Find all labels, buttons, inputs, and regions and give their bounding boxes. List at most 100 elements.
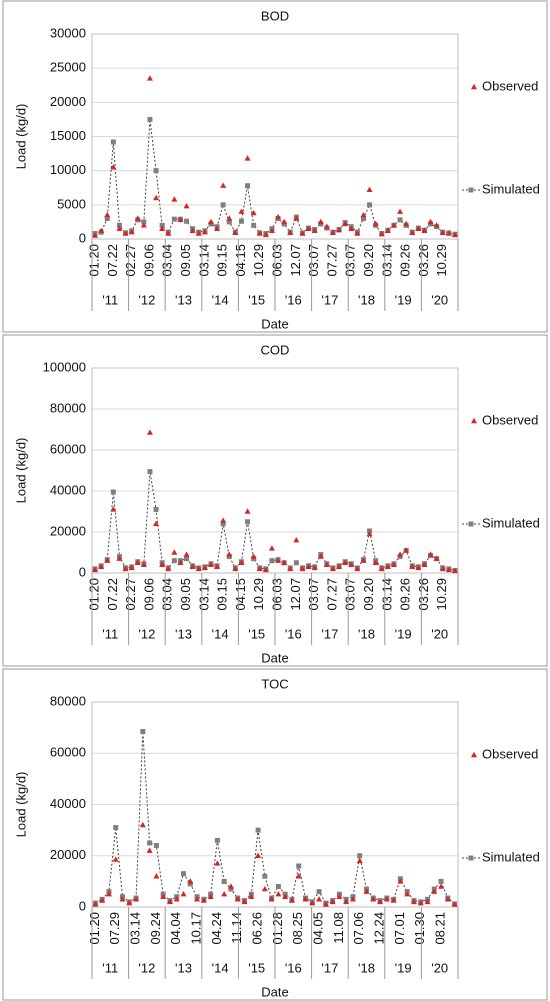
data-point bbox=[147, 116, 153, 122]
x-axis-label: Date bbox=[261, 984, 288, 999]
data-point bbox=[207, 561, 214, 567]
y-tick-label: 30000 bbox=[50, 25, 86, 40]
x-tick-label: 04.24 bbox=[209, 912, 224, 945]
group-label: '18 bbox=[358, 960, 375, 975]
data-point bbox=[268, 896, 275, 902]
x-tick-label: 01.20 bbox=[87, 912, 102, 945]
group-label: '18 bbox=[358, 292, 375, 307]
data-point bbox=[250, 209, 257, 216]
group-label: '15 bbox=[248, 960, 265, 975]
data-point bbox=[122, 565, 129, 572]
group-label: '20 bbox=[431, 626, 448, 641]
data-point bbox=[370, 896, 377, 902]
y-tick-label: 100000 bbox=[43, 359, 86, 374]
data-point bbox=[140, 728, 146, 734]
x-tick-label: 08.25 bbox=[290, 912, 305, 945]
y-tick-label: 0 bbox=[79, 230, 86, 245]
group-label: '11 bbox=[102, 292, 118, 307]
data-point bbox=[116, 222, 122, 228]
data-point bbox=[305, 563, 312, 570]
data-point bbox=[445, 230, 452, 236]
group-label: '12 bbox=[138, 292, 155, 307]
y-tick-label: 20000 bbox=[50, 847, 86, 862]
data-point bbox=[336, 563, 343, 570]
data-point bbox=[293, 215, 300, 221]
y-tick-label: 60000 bbox=[50, 745, 86, 760]
y-tick-label: 25000 bbox=[50, 60, 86, 75]
data-point bbox=[147, 840, 153, 846]
data-point bbox=[390, 561, 397, 567]
group-label: '11 bbox=[102, 626, 118, 641]
data-point bbox=[403, 547, 410, 553]
y-axis-label: Load (kg/d) bbox=[13, 104, 28, 170]
group-label: '17 bbox=[321, 626, 338, 641]
legend-marker bbox=[471, 83, 477, 90]
data-point bbox=[377, 898, 384, 905]
x-tick-label: 07.27 bbox=[324, 244, 339, 277]
x-tick-label: 07.22 bbox=[105, 578, 120, 611]
x-tick-label: 12.07 bbox=[288, 244, 303, 277]
data-point bbox=[105, 890, 112, 897]
data-point bbox=[438, 883, 445, 889]
group-label: '15 bbox=[248, 292, 265, 307]
group-label: '17 bbox=[321, 292, 338, 307]
data-point bbox=[189, 227, 196, 233]
data-point bbox=[421, 561, 428, 567]
x-tick-label: 08.21 bbox=[432, 912, 447, 945]
x-tick-label: 04.15 bbox=[233, 244, 248, 277]
x-tick-label: 06.03 bbox=[269, 578, 284, 611]
chart-panel: BOD 0 5000 10000 15000 20000 25000 30000 Load (k… bbox=[2, 0, 548, 333]
data-point bbox=[180, 890, 187, 897]
x-tick-label: 12.24 bbox=[371, 912, 386, 945]
data-point bbox=[214, 837, 220, 843]
y-tick-label: 5000 bbox=[57, 196, 86, 211]
x-tick-label: 11.14 bbox=[229, 912, 244, 944]
data-point bbox=[165, 230, 172, 236]
x-tick-label: 09.26 bbox=[398, 244, 413, 277]
group-label: '16 bbox=[285, 626, 302, 641]
data-point bbox=[238, 559, 245, 565]
group-label: '13 bbox=[175, 292, 192, 307]
x-tick-label: 09.06 bbox=[141, 244, 156, 277]
data-point bbox=[378, 565, 385, 572]
data-point bbox=[299, 230, 306, 236]
data-point bbox=[159, 561, 166, 567]
data-point bbox=[146, 429, 153, 435]
x-tick-label: 09.15 bbox=[215, 578, 230, 611]
data-point bbox=[269, 558, 275, 564]
group-label: '20 bbox=[431, 960, 448, 975]
data-point bbox=[390, 222, 397, 228]
data-point bbox=[128, 228, 135, 235]
data-point bbox=[384, 227, 391, 233]
x-tick-label: 10.29 bbox=[434, 244, 449, 277]
data-point bbox=[245, 183, 251, 189]
data-point bbox=[159, 222, 165, 228]
data-point bbox=[439, 565, 446, 572]
data-point bbox=[372, 559, 379, 565]
data-point bbox=[360, 557, 367, 563]
group-label: '12 bbox=[138, 960, 155, 975]
y-axis-label: Load (kg/d) bbox=[13, 438, 28, 504]
chart-title: TOC bbox=[261, 676, 288, 691]
data-point bbox=[214, 860, 221, 866]
data-point bbox=[444, 896, 451, 902]
data-point bbox=[415, 564, 422, 571]
legend-marker bbox=[468, 521, 474, 527]
data-point bbox=[171, 196, 178, 202]
data-point bbox=[177, 216, 184, 223]
x-tick-label: 07.29 bbox=[107, 912, 122, 945]
data-point bbox=[281, 218, 288, 225]
data-point bbox=[245, 519, 251, 525]
data-point bbox=[367, 202, 373, 208]
x-tick-label: 03.07 bbox=[343, 578, 358, 611]
data-point bbox=[251, 222, 257, 228]
data-point bbox=[336, 226, 343, 233]
data-point bbox=[226, 215, 233, 221]
data-point bbox=[275, 884, 281, 889]
data-point bbox=[232, 229, 239, 236]
x-tick-label: 01.20 bbox=[86, 578, 101, 611]
data-point bbox=[439, 229, 446, 236]
data-point bbox=[360, 211, 367, 218]
data-point bbox=[241, 898, 248, 905]
